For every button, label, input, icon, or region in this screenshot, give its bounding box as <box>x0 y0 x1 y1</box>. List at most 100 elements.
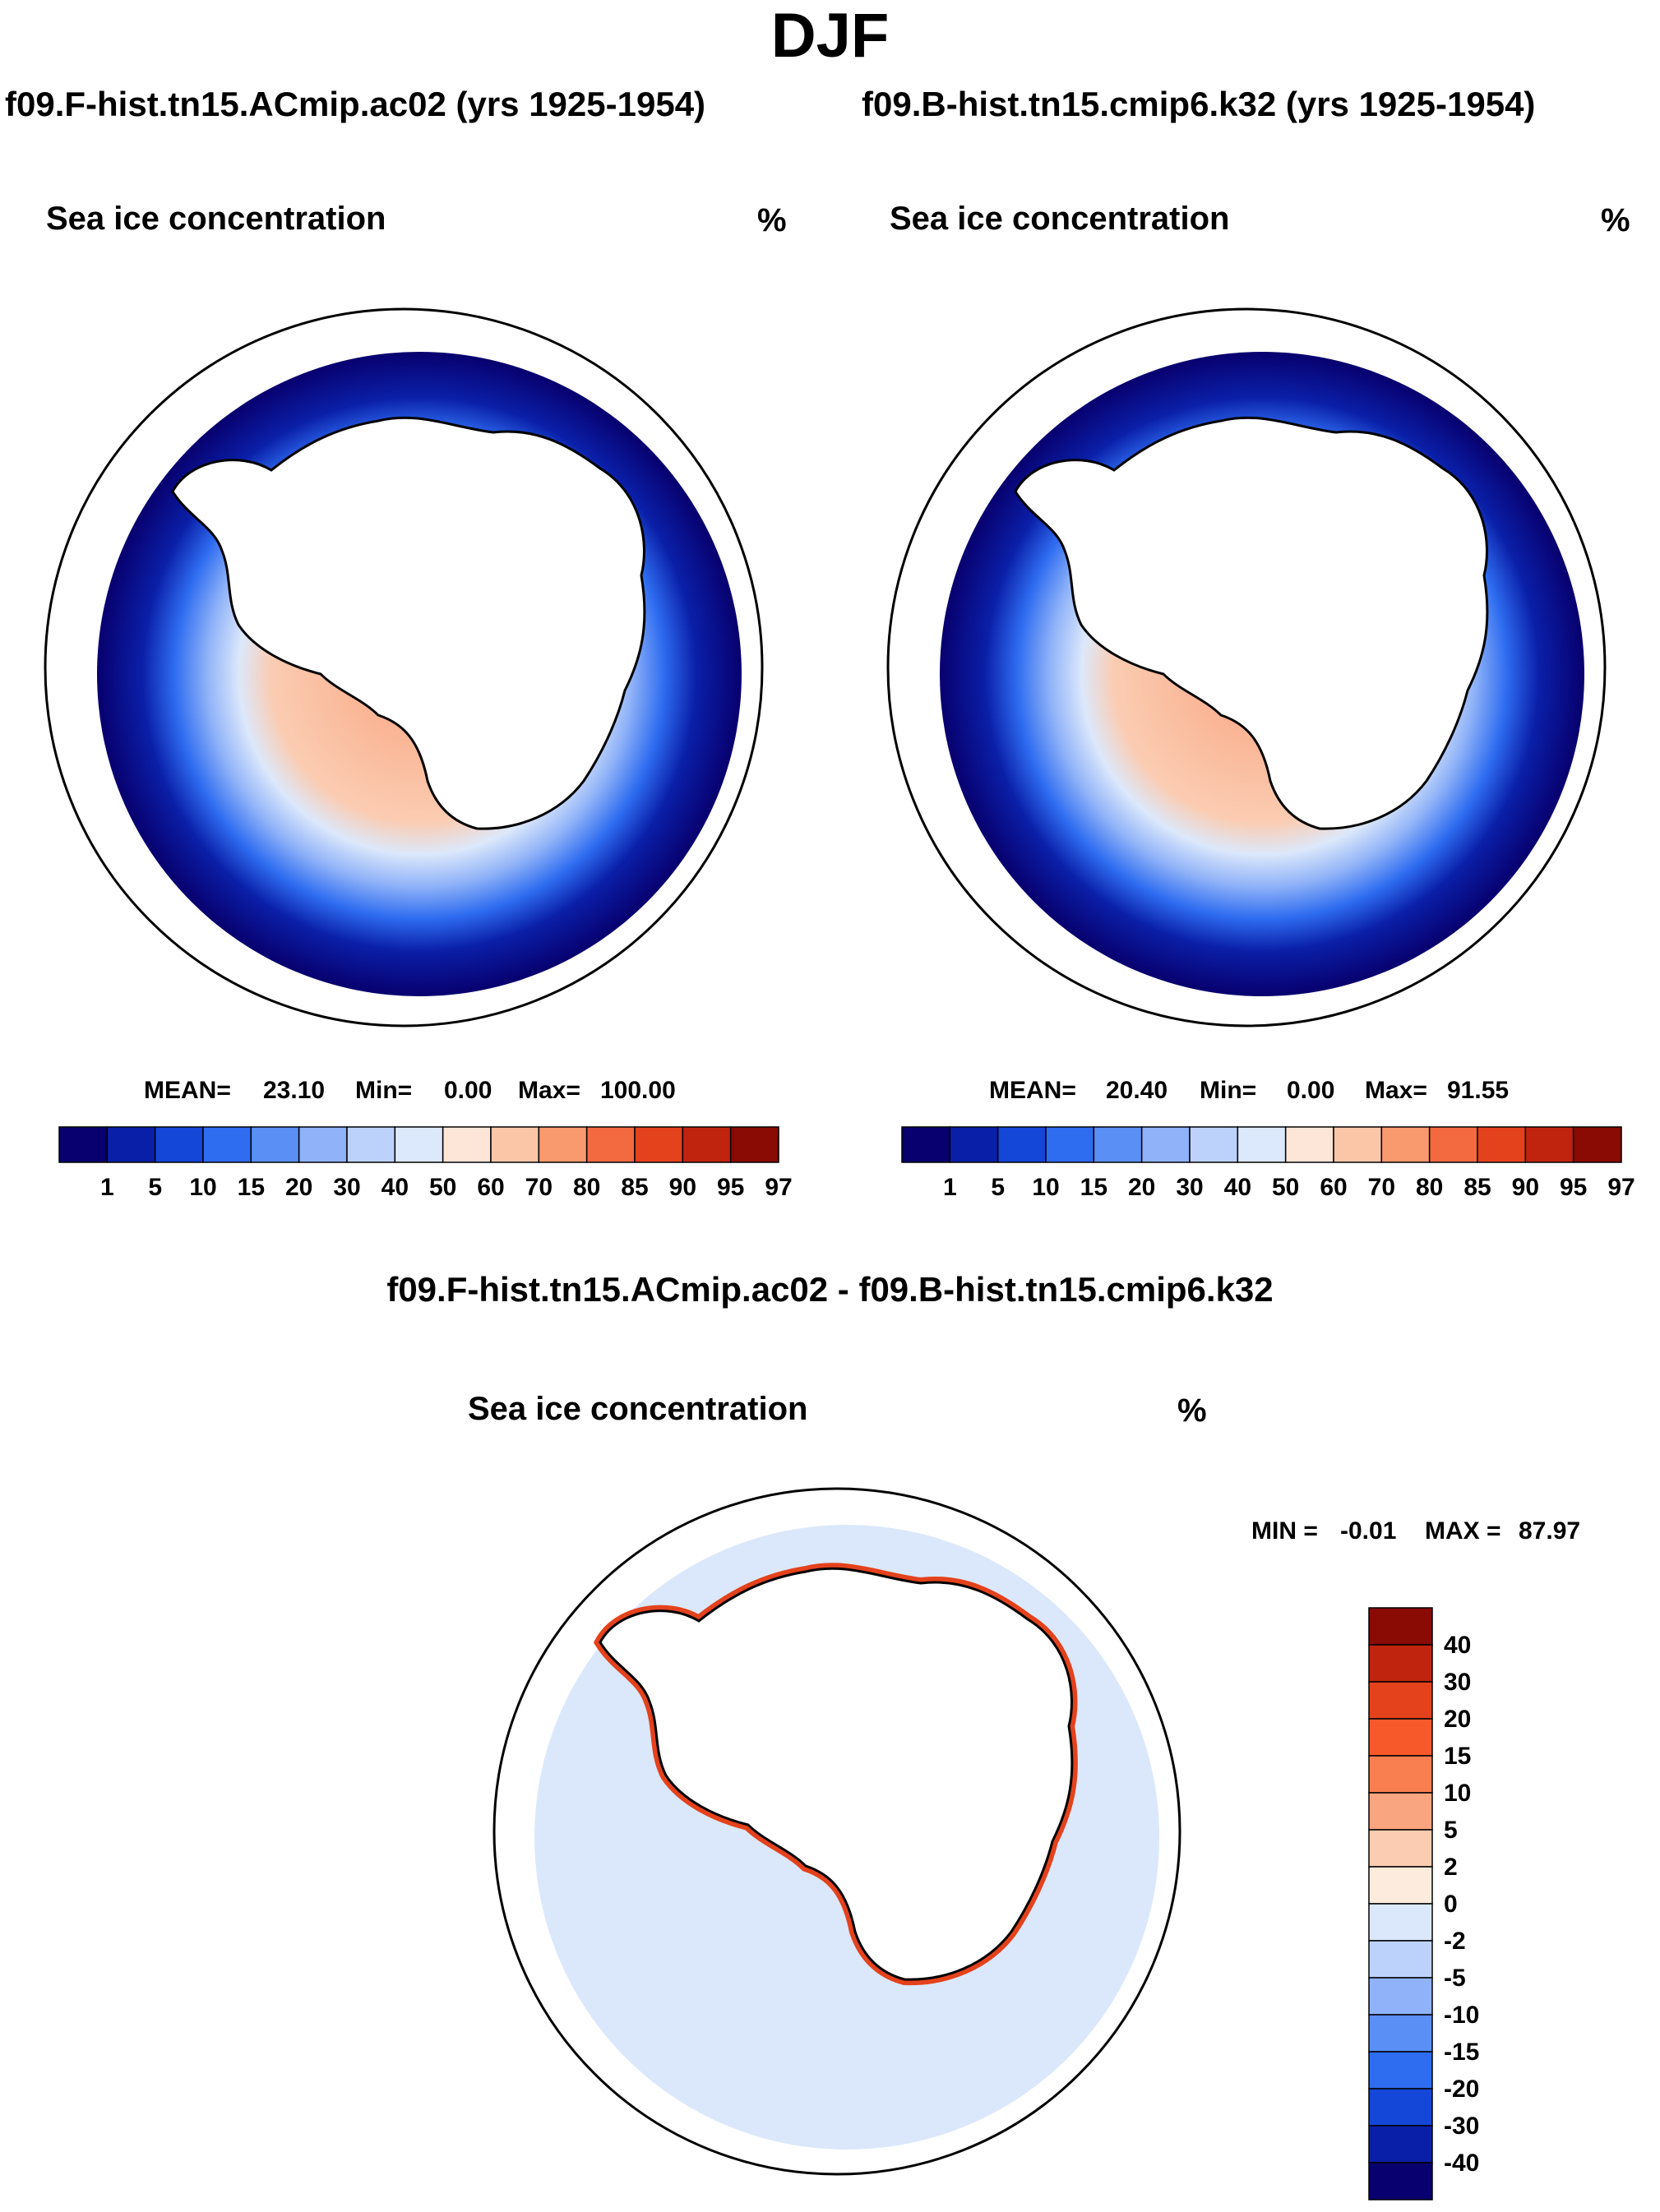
diff-colorbar-swatch <box>1368 1644 1433 1683</box>
diff-colorbar-swatch <box>1368 1681 1433 1720</box>
left-colorbar-tick-label: 95 <box>717 1174 744 1201</box>
left-colorbar-swatch <box>682 1126 732 1163</box>
right-colorbar-tick-label: 15 <box>1080 1174 1107 1201</box>
left-min-label: Min= <box>355 1077 412 1104</box>
left-colorbar-tick-label: 90 <box>669 1174 696 1201</box>
diff-colorbar-tick-label: 0 <box>1444 1891 1458 1918</box>
diff-colorbar-swatch <box>1368 1866 1433 1905</box>
right-colorbar-tick-label: 85 <box>1463 1174 1491 1201</box>
right-colorbar-tick-label: 20 <box>1128 1174 1155 1201</box>
diff-colorbar-tick-label: -40 <box>1444 2150 1479 2177</box>
left-colorbar-swatch <box>394 1126 444 1163</box>
right-colorbar-tick-label: 97 <box>1607 1174 1635 1201</box>
left-mean-label: MEAN= <box>144 1077 231 1104</box>
diff-colorbar-swatch <box>1368 2125 1433 2164</box>
left-colorbar-tick-label: 70 <box>525 1174 553 1201</box>
diff-colorbar-tick-label: -20 <box>1444 2076 1479 2103</box>
diff-colorbar-tick-label: -15 <box>1444 2039 1479 2066</box>
left-colorbar-swatch <box>442 1126 492 1163</box>
left-colorbar-tick-label: 40 <box>381 1174 409 1201</box>
right-colorbar-tick-label: 95 <box>1560 1174 1587 1201</box>
diff-colorbar-tick-label: -5 <box>1444 1965 1466 1992</box>
left-colorbar-tick-label: 5 <box>148 1174 162 1201</box>
diff-units-label: % <box>1177 1392 1207 1429</box>
diff-max-label: MAX = <box>1425 1517 1501 1545</box>
right-units-label: % <box>1601 202 1630 238</box>
left-case-title: f09.F-hist.tn15.ACmip.ac02 (yrs 1925-195… <box>5 85 706 123</box>
right-colorbar-tick-label: 5 <box>991 1174 1005 1201</box>
left-colorbar: 1 5 10 15 20 30 40 50 60 70 80 85 90 95 97 <box>58 1126 793 1201</box>
right-mean-label: MEAN= <box>989 1077 1076 1104</box>
right-colorbar-swatch <box>901 1126 951 1163</box>
right-colorbar-swatch <box>949 1126 999 1163</box>
left-units-label: % <box>757 202 787 238</box>
diff-colorbar-swatch <box>1368 2088 1433 2127</box>
left-colorbar-tick-label: 15 <box>238 1174 265 1201</box>
left-colorbar-swatch <box>490 1126 540 1163</box>
left-colorbar-tick-label: 30 <box>333 1174 360 1201</box>
diff-colorbar-tick-label: 10 <box>1444 1780 1471 1807</box>
diff-colorbar-swatch <box>1368 2014 1433 2053</box>
right-mean-value: 20.40 <box>1106 1077 1168 1104</box>
left-colorbar-tick-label: 10 <box>189 1174 216 1201</box>
left-colorbar-tick-label: 50 <box>429 1174 456 1201</box>
diff-variable-label: Sea ice concentration <box>468 1391 808 1427</box>
right-colorbar-swatch <box>1093 1126 1143 1163</box>
left-map <box>44 307 764 1027</box>
diff-max-value: 87.97 <box>1519 1517 1580 1545</box>
left-variable-label: Sea ice concentration <box>46 201 386 237</box>
left-colorbar-swatch <box>58 1126 109 1163</box>
right-colorbar-swatch <box>1333 1126 1383 1163</box>
left-colorbar-swatch <box>538 1126 588 1163</box>
right-colorbar-tick-label: 30 <box>1176 1174 1203 1201</box>
right-case-title: f09.B-hist.tn15.cmip6.k32 (yrs 1925-1954… <box>862 85 1536 123</box>
right-map <box>886 307 1607 1027</box>
diff-colorbar-tick-label: -10 <box>1444 2002 1479 2029</box>
left-colorbar-swatch <box>634 1126 684 1163</box>
right-colorbar-tick-label: 80 <box>1416 1174 1443 1201</box>
left-colorbar-swatch <box>106 1126 156 1163</box>
right-colorbar-swatch <box>1524 1126 1574 1163</box>
right-colorbar-swatch <box>1189 1126 1239 1163</box>
left-colorbar-tick-label: 80 <box>573 1174 600 1201</box>
diff-colorbar-tick-label: 30 <box>1444 1669 1471 1696</box>
right-colorbar-swatch <box>1045 1126 1095 1163</box>
right-max-value: 91.55 <box>1447 1077 1509 1104</box>
right-colorbar-swatch <box>1380 1126 1431 1163</box>
right-colorbar-tick-label: 10 <box>1032 1174 1059 1201</box>
figure-title: DJF <box>770 1 890 71</box>
left-min-value: 0.00 <box>444 1077 492 1104</box>
left-colorbar-tick-label: 85 <box>621 1174 648 1201</box>
diff-colorbar-tick-label: 2 <box>1444 1854 1458 1881</box>
left-colorbar-swatch <box>202 1126 252 1163</box>
right-colorbar-tick-label: 90 <box>1512 1174 1539 1201</box>
diff-colorbar-swatch <box>1368 1977 1433 2016</box>
left-colorbar-tick-label: 60 <box>477 1174 504 1201</box>
left-colorbar-swatch <box>250 1126 300 1163</box>
diff-min-label: MIN = <box>1251 1517 1318 1545</box>
diff-colorbar-tick-label: -30 <box>1444 2113 1479 2140</box>
right-colorbar: 1 5 10 15 20 30 40 50 60 70 80 85 90 95 97 <box>901 1126 1635 1201</box>
right-colorbar-swatch <box>1237 1126 1287 1163</box>
right-colorbar-tick-label: 1 <box>943 1174 957 1201</box>
right-variable-label: Sea ice concentration <box>890 201 1230 237</box>
right-colorbar-tick-label: 40 <box>1224 1174 1251 1201</box>
right-colorbar-tick-label: 60 <box>1320 1174 1347 1201</box>
right-colorbar-swatch <box>1477 1126 1527 1163</box>
right-colorbar-swatch <box>1428 1126 1478 1163</box>
diff-colorbar-swatch <box>1368 2162 1433 2200</box>
left-max-label: Max= <box>518 1077 580 1104</box>
left-colorbar-swatch <box>154 1126 204 1163</box>
right-colorbar-swatch <box>1572 1126 1622 1163</box>
diff-min-value: -0.01 <box>1340 1517 1396 1545</box>
difference-title: f09.F-hist.tn15.ACmip.ac02 - f09.B-hist.… <box>386 1270 1274 1309</box>
left-colorbar-swatch <box>298 1126 348 1163</box>
left-colorbar-swatch <box>585 1126 636 1163</box>
left-max-value: 100.00 <box>600 1077 676 1104</box>
diff-colorbar-tick-label: 40 <box>1444 1632 1471 1659</box>
right-min-label: Min= <box>1200 1077 1256 1104</box>
diff-colorbar-swatch <box>1368 1755 1433 1794</box>
right-colorbar-swatch <box>1284 1126 1334 1163</box>
